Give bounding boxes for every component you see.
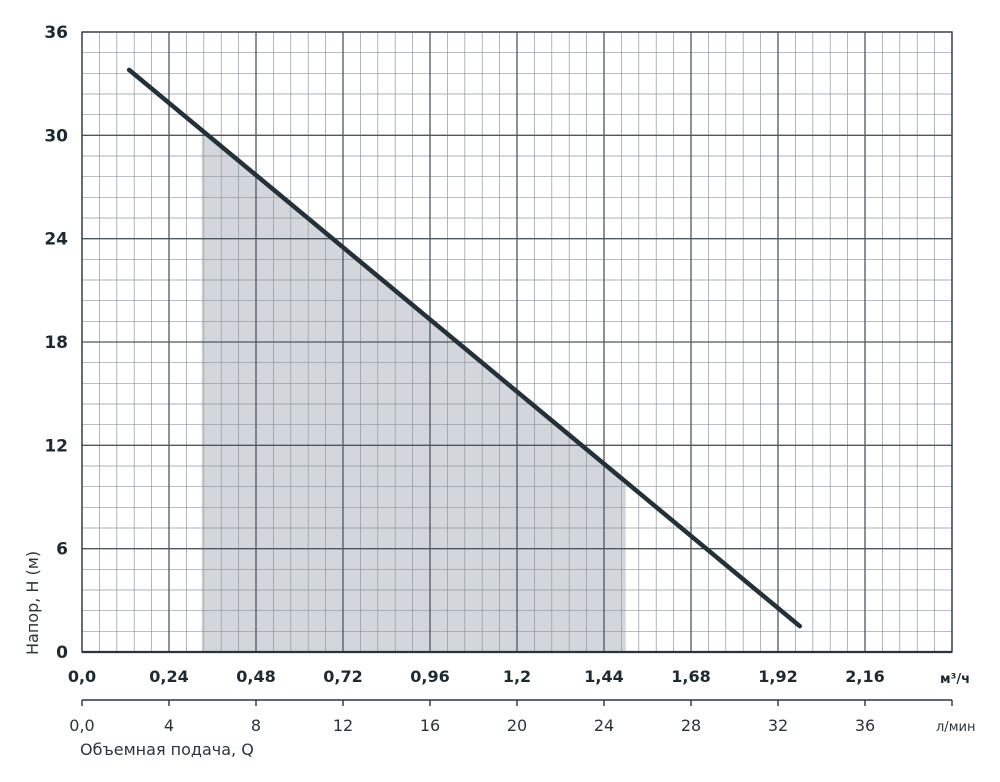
x-tick-label-secondary: 32 (768, 716, 788, 735)
y-tick-label: 30 (44, 126, 68, 146)
x-tick-label-secondary: 4 (164, 716, 174, 735)
x-tick-label-secondary: 24 (594, 716, 614, 735)
y-tick-label: 24 (44, 230, 68, 250)
x-axis-title: Объемная подача, Q (80, 740, 254, 759)
x-tick-label-primary: 0,0 (68, 667, 96, 686)
y-tick-label: 18 (44, 333, 68, 353)
y-tick-label: 12 (44, 436, 68, 456)
y-tick-label: 36 (44, 23, 68, 43)
x-tick-label-primary: 2,16 (845, 667, 884, 686)
x-tick-label-primary: 1,2 (503, 667, 531, 686)
x-tick-label-secondary: 20 (507, 716, 527, 735)
x-unit-primary-label: м³/ч (940, 672, 970, 687)
y-tick-label: 0 (56, 643, 68, 663)
x-tick-label-primary: 1,92 (758, 667, 797, 686)
x-tick-label-secondary: 12 (333, 716, 353, 735)
operating-range-area (201, 130, 626, 652)
y-tick-label: 6 (56, 540, 68, 560)
x-tick-label-secondary: 16 (420, 716, 440, 735)
x-tick-label-secondary: 28 (681, 716, 701, 735)
x-tick-label-primary: 0,48 (236, 667, 275, 686)
x-unit-secondary-label: л/мин (936, 720, 975, 735)
x-tick-label-secondary: 8 (251, 716, 261, 735)
x-tick-label-secondary: 0,0 (69, 716, 94, 735)
x-tick-label-primary: 1,44 (584, 667, 623, 686)
x-tick-label-primary: 1,68 (671, 667, 710, 686)
y-axis-title: Напор, H (м) (23, 551, 42, 655)
x-tick-label-primary: 0,72 (323, 667, 362, 686)
x-tick-label-secondary: 36 (855, 716, 875, 735)
x-tick-label-primary: 0,24 (149, 667, 188, 686)
x-tick-label-primary: 0,96 (410, 667, 449, 686)
head-curve-line (126, 67, 802, 629)
